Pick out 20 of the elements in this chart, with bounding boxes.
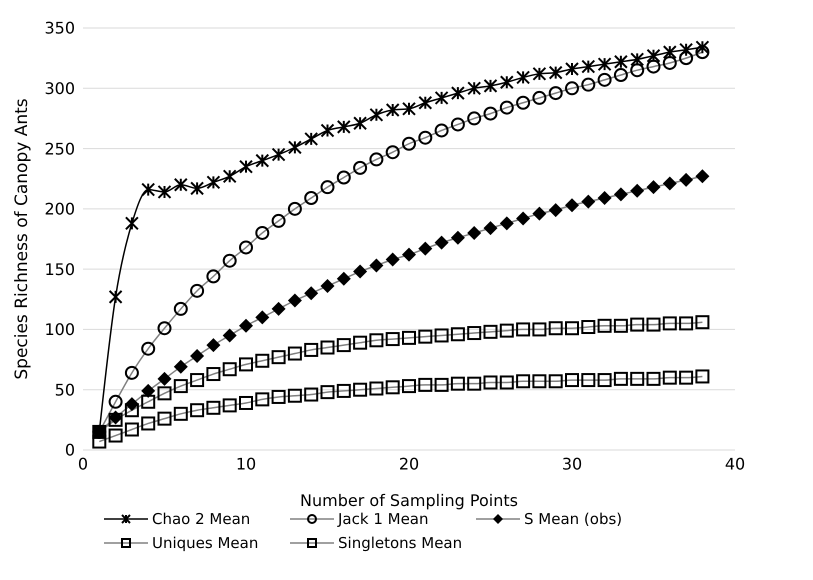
y-tick-label: 300 — [44, 78, 75, 98]
legend-label: Jack 1 Mean — [338, 510, 428, 528]
x-tick-label: 40 — [724, 454, 746, 474]
legend-label: Singletons Mean — [338, 534, 462, 552]
x-tick-label: 30 — [562, 454, 582, 474]
y-tick-label: 350 — [44, 18, 75, 38]
legend-label: S Mean (obs) — [524, 510, 622, 528]
y-tick-label: 150 — [44, 260, 75, 279]
y-tick-label: 0 — [64, 440, 75, 460]
legend-label: Uniques Mean — [152, 534, 258, 552]
x-axis-title: Number of Sampling Points — [300, 491, 518, 510]
x-tick-label: 20 — [398, 454, 420, 474]
y-axis-title: Species Richness of Canopy Ants — [12, 98, 32, 380]
y-tick-label: 250 — [44, 139, 75, 158]
y-tick-label: 200 — [44, 200, 75, 219]
y-tick-label: 100 — [44, 320, 75, 340]
x-tick-label: 10 — [236, 454, 256, 474]
legend-label: Chao 2 Mean — [152, 510, 250, 528]
y-tick-label: 50 — [54, 380, 75, 400]
x-tick-label: 0 — [78, 454, 88, 474]
